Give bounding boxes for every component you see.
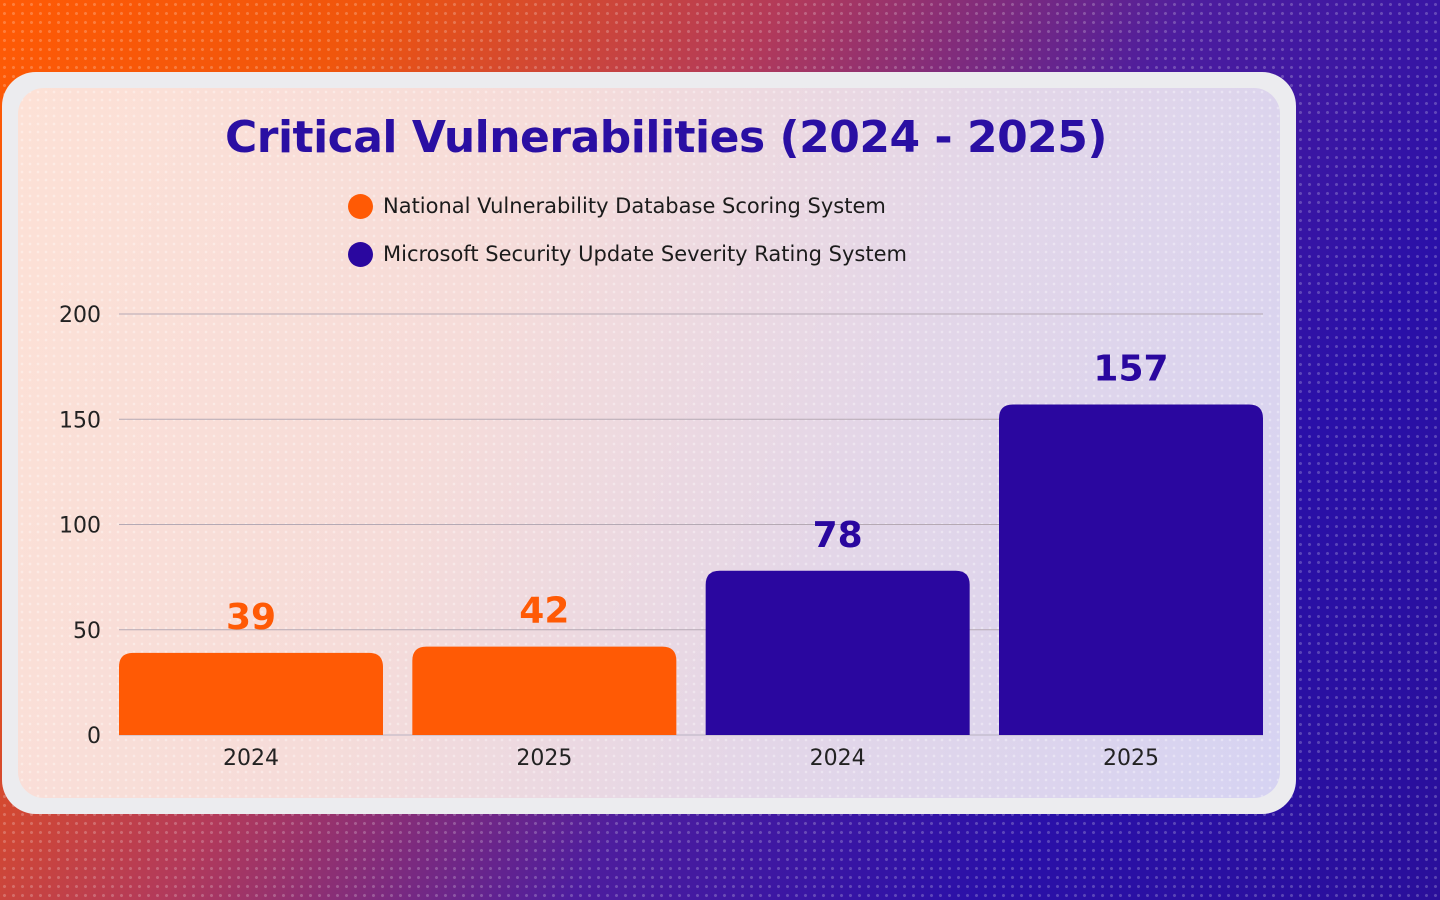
- bar-value-label: 39: [226, 597, 276, 638]
- bar: [999, 404, 1263, 735]
- bar: [412, 646, 677, 735]
- bar-value-label: 42: [519, 591, 569, 632]
- legend-item-nvd: National Vulnerability Database Scoring …: [348, 191, 886, 221]
- x-tick-label: 2024: [810, 746, 866, 771]
- x-tick-label: 2025: [1103, 746, 1159, 771]
- x-tick-label: 2025: [516, 746, 572, 771]
- y-tick-label: 0: [87, 724, 101, 749]
- legend-label-nvd: National Vulnerability Database Scoring …: [383, 194, 886, 218]
- bar-value-label: 157: [1093, 349, 1168, 390]
- y-tick-label: 50: [73, 619, 101, 644]
- legend-label-microsoft: Microsoft Security Update Severity Ratin…: [383, 242, 907, 266]
- y-tick-label: 150: [59, 408, 101, 433]
- bar: [119, 652, 383, 735]
- legend-item-microsoft: Microsoft Security Update Severity Ratin…: [348, 239, 907, 269]
- y-tick-label: 100: [59, 514, 101, 539]
- y-tick-label: 200: [59, 303, 101, 328]
- legend-dot-orange-icon: [348, 193, 373, 219]
- bar-value-label: 78: [813, 515, 863, 556]
- legend-dot-purple-icon: [348, 241, 373, 267]
- x-tick-label: 2024: [223, 746, 279, 771]
- chart-title: Critical Vulnerabilities (2024 - 2025): [224, 112, 1108, 163]
- bar: [705, 570, 970, 735]
